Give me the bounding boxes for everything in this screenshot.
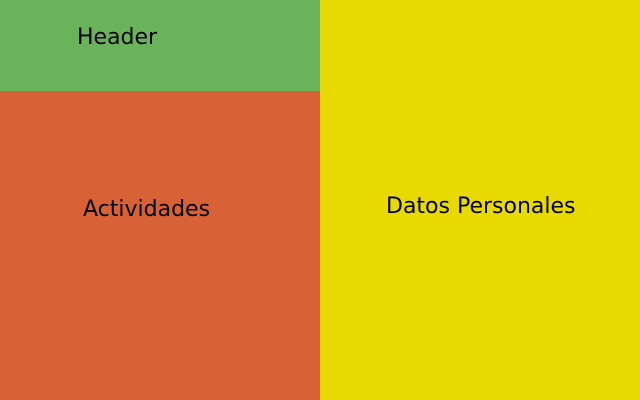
- header-panel: Header: [0, 0, 320, 91]
- datos-personales-panel: Datos Personales: [320, 0, 640, 400]
- header-label: Header: [77, 25, 158, 50]
- datos-personales-label: Datos Personales: [386, 194, 576, 219]
- actividades-label: Actividades: [83, 197, 211, 222]
- actividades-panel: Actividades: [0, 91, 320, 400]
